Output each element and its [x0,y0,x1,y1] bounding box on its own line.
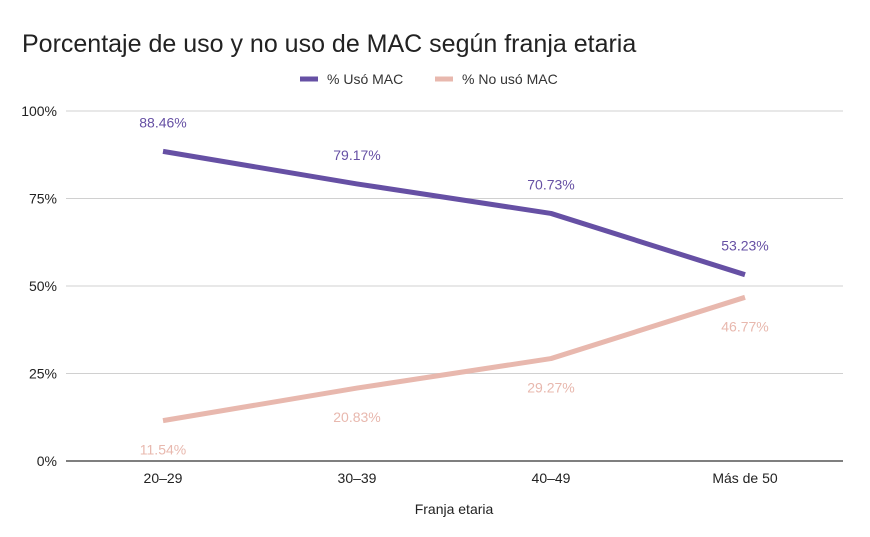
data-label: 46.77% [721,318,768,334]
x-axis-ticks: 20–29 30–39 40–49 Más de 50 [144,470,778,486]
y-tick-label: 50% [29,278,57,294]
y-tick-label: 75% [29,191,57,207]
data-labels: 88.46% 79.17% 70.73% 53.23% 11.54% 20.83% 29.2… [139,114,768,457]
y-tick-label: 25% [29,366,57,382]
gridlines [66,110,843,462]
x-tick-label: 40–49 [532,470,571,486]
x-tick-label: 30–39 [338,470,377,486]
data-label: 70.73% [527,176,574,192]
data-label: 20.83% [333,409,380,425]
y-axis-ticks: 0% 25% 50% 75% 100% [21,103,57,469]
series-line-1 [162,148,746,278]
series-group [162,148,746,424]
data-label: 29.27% [527,380,574,396]
x-tick-label: Más de 50 [712,470,778,486]
y-tick-label: 0% [37,453,57,469]
legend: % Usó MAC % No usó MAC [300,71,558,87]
data-label: 11.54% [140,442,186,458]
legend-label-2: % No usó MAC [462,71,558,87]
series-line-2 [162,294,746,424]
data-label: 79.17% [333,147,380,163]
legend-label-1: % Usó MAC [327,71,403,87]
y-tick-label: 100% [21,103,57,119]
x-tick-label: 20–29 [144,470,183,486]
data-label: 53.23% [721,238,768,254]
x-axis-title: Franja etaria [415,501,494,517]
data-label: 88.46% [139,114,186,130]
chart-title: Porcentaje de uso y no uso de MAC según … [22,30,636,58]
